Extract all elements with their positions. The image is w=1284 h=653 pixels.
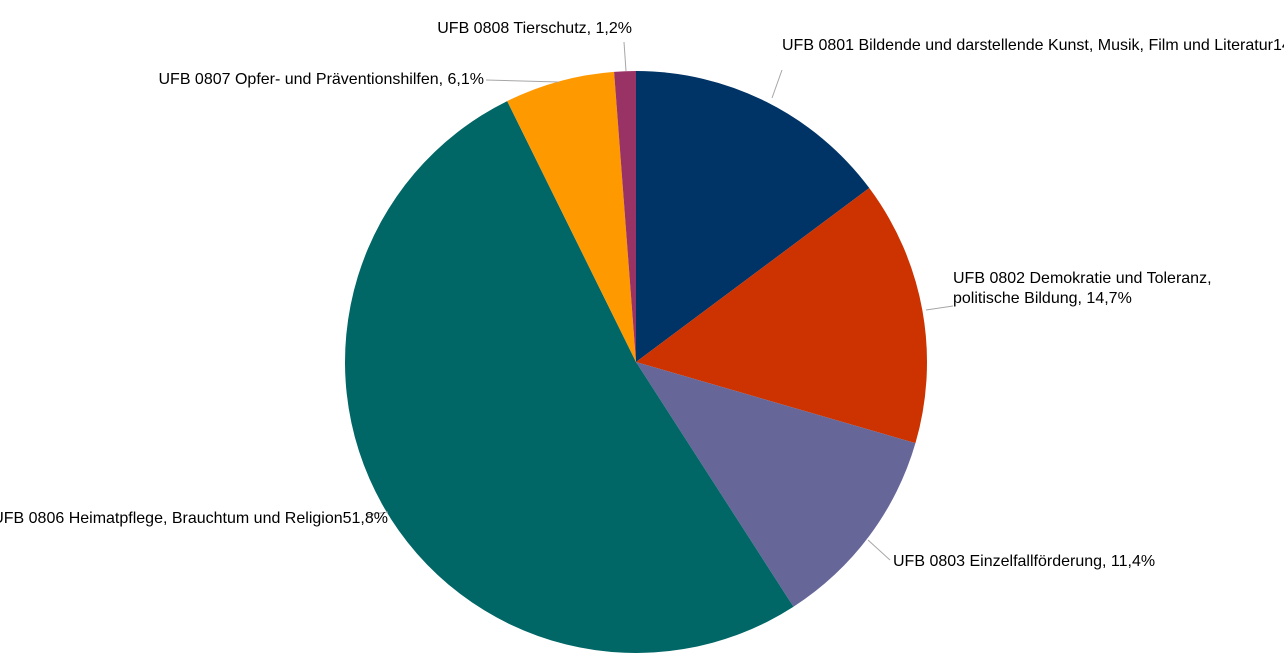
data-label-value: 14,8% [1273, 37, 1284, 54]
leader-line [925, 305, 954, 311]
pie-slice [345, 101, 794, 653]
data-label: UFB 0801 Bildende und darstellende Kunst… [782, 37, 1284, 54]
data-label-value: 1,2% [596, 20, 632, 37]
separator: , [587, 20, 596, 37]
leader-line [867, 539, 891, 561]
data-label-category: UFB 0808 Tierschutz [437, 20, 586, 37]
data-label-category: UFB 0803 Einzelfallförderung [893, 553, 1102, 570]
data-label-value: 6,1% [448, 71, 484, 88]
data-label-value: 14,7% [1086, 290, 1131, 307]
pie-slice [636, 71, 870, 362]
leader-line [623, 41, 627, 72]
data-label: UFB 0808 Tierschutz, 1,2% [437, 20, 632, 37]
pie-slice [636, 362, 916, 607]
leader-line [485, 79, 560, 83]
data-label-category: politische Bildung [953, 290, 1078, 307]
leader-line [771, 69, 783, 99]
data-label: UFB 0807 Opfer- und Präventionshilfen, 6… [158, 71, 484, 88]
separator: , [439, 71, 448, 88]
data-label: UFB 0806 Heimatpflege, Brauchtum und Rel… [0, 510, 388, 527]
separator: , [1078, 290, 1087, 307]
pie-slice [614, 71, 636, 362]
leader-line [365, 511, 389, 516]
separator: , [1102, 553, 1111, 570]
data-label: UFB 0803 Einzelfallförderung, 11,4% [893, 553, 1155, 570]
data-label: UFB 0802 Demokratie und Toleranz, politis… [953, 270, 1212, 307]
data-label-category: UFB 0802 Demokratie und Toleranz, [953, 270, 1212, 287]
pie-slice [636, 188, 927, 444]
data-label-value: 51,8% [343, 510, 388, 527]
data-label-value: 11,4% [1111, 553, 1155, 570]
data-label-category: UFB 0801 Bildende und darstellende Kunst… [782, 37, 1274, 54]
pie-slice [507, 71, 636, 363]
data-label-category: UFB 0806 Heimatpflege, Brauchtum und Rel… [0, 510, 343, 527]
data-label-category: UFB 0807 Opfer- und Präventionshilfen [158, 71, 438, 88]
